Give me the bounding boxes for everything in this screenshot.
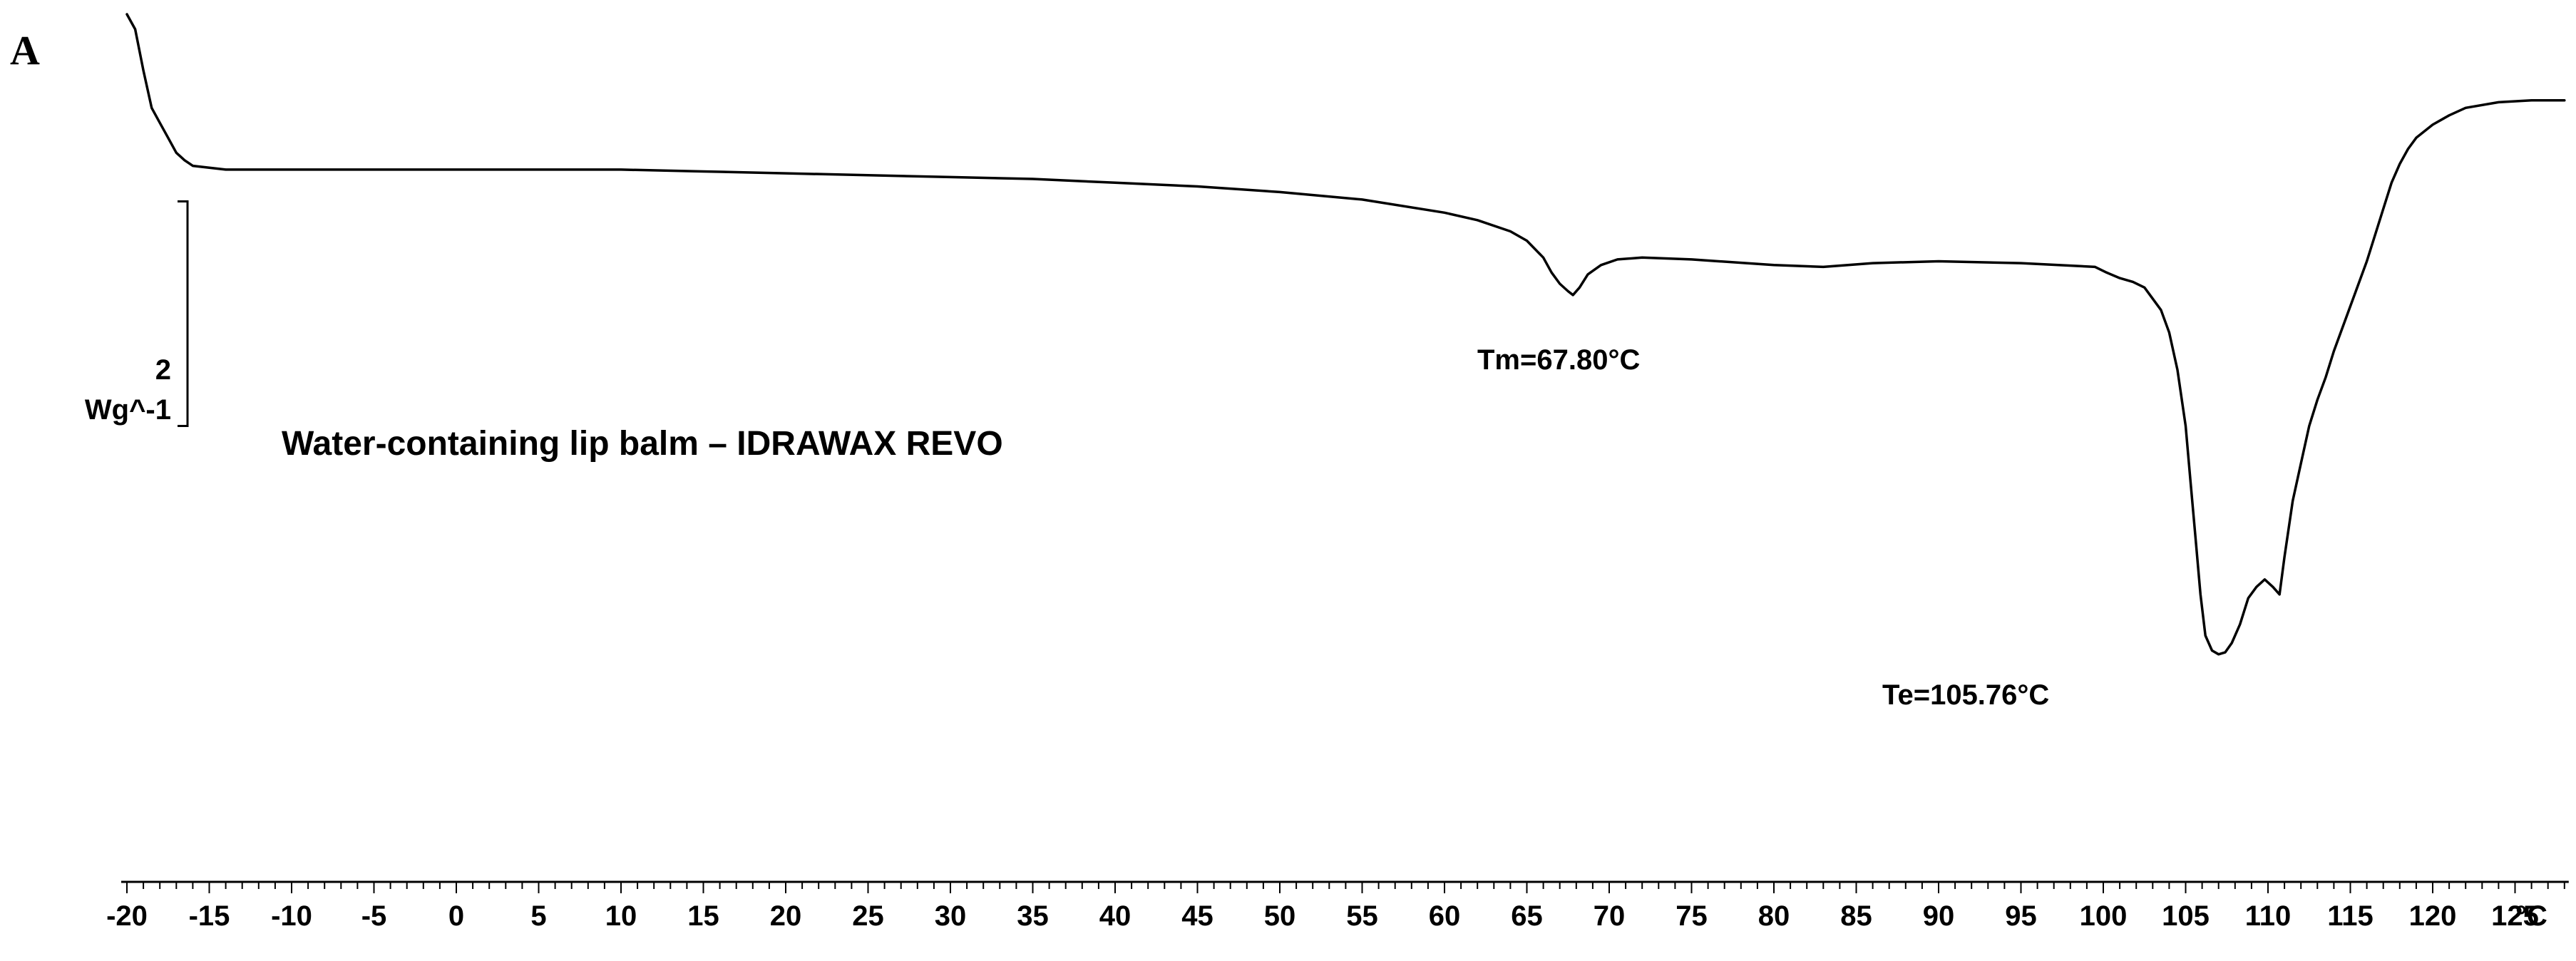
x-tick-label: 10: [605, 900, 637, 932]
x-tick-label: 5: [530, 900, 546, 932]
y-scale-bar-unit: Wg^-1: [85, 394, 171, 426]
x-tick-label: 20: [770, 900, 802, 932]
x-tick-label: 90: [1923, 900, 1955, 932]
x-tick-label: 0: [448, 900, 464, 932]
x-axis-unit: °C: [2515, 900, 2547, 932]
x-tick-label: -20: [106, 900, 148, 932]
y-scale-bar-group: 2 Wg^-1: [85, 200, 189, 427]
x-tick-label: 30: [935, 900, 967, 932]
x-tick-label: 70: [1594, 900, 1626, 932]
x-tick-label: 110: [2245, 900, 2292, 932]
x-tick-label: 55: [1346, 900, 1378, 932]
x-tick-label: 95: [2005, 900, 2037, 932]
tm-annotation: Tm=67.80°C: [1477, 344, 1640, 376]
y-scale-bar-value: 2: [155, 354, 171, 386]
x-tick-label: 40: [1099, 900, 1132, 932]
x-tick-label: 85: [1840, 900, 1872, 932]
chart-title: Water-containing lip balm – IDRAWAX REVO: [282, 425, 1003, 463]
x-tick-label: -5: [361, 900, 387, 932]
x-tick-label: 75: [1676, 900, 1708, 932]
x-tick-label: 115: [2327, 900, 2374, 932]
x-tick-label: 65: [1511, 900, 1543, 932]
dsc-curve: [125, 13, 2566, 656]
x-tick-label: 50: [1264, 900, 1296, 932]
x-tick-label: 35: [1017, 900, 1049, 932]
te-annotation: Te=105.76°C: [1882, 679, 2049, 711]
x-axis-ticks: [126, 882, 2565, 893]
x-tick-label: 100: [2080, 900, 2128, 932]
x-tick-label: 60: [1429, 900, 1461, 932]
x-tick-label: -15: [189, 900, 230, 932]
x-axis: -20 -15 -10 -5 0 5 10 15 20 25 30 35 40 45 50 55 60 65 70 7…: [106, 880, 2569, 932]
x-tick-label: 25: [852, 900, 884, 932]
x-tick-label: 45: [1181, 900, 1213, 932]
x-tick-label: 15: [687, 900, 719, 932]
x-tick-label: 105: [2162, 900, 2210, 932]
y-scale-bar: [178, 200, 189, 427]
x-axis-tick-labels: -20 -15 -10 -5 0 5 10 15 20 25 30 35 40 45 50 55 60 65 70 7…: [106, 900, 2539, 932]
panel-label: A: [10, 27, 40, 73]
x-tick-label: -10: [271, 900, 312, 932]
x-tick-label: 120: [2409, 900, 2457, 932]
x-tick-label: 80: [1758, 900, 1790, 932]
dsc-curve-group: [125, 13, 2566, 656]
x-tick-label: 125: [2491, 900, 2539, 932]
